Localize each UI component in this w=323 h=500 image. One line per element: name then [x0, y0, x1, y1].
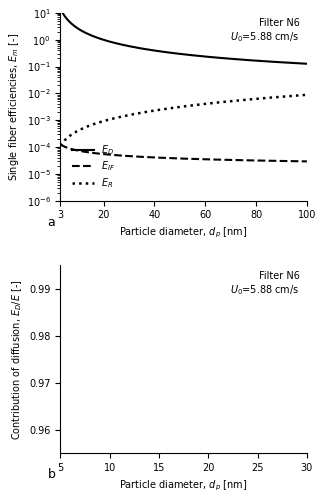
$E_R$: [58, 143, 62, 149]
$E_D$: [305, 60, 309, 66]
Text: b: b: [47, 468, 56, 481]
$E_{IF}$: [71, 146, 75, 152]
$E_D$: [298, 60, 302, 66]
Text: Filter N6
$U_0$=5.88 cm/s: Filter N6 $U_0$=5.88 cm/s: [230, 271, 299, 297]
$E_R$: [178, 104, 182, 110]
$E_{IF}$: [253, 158, 256, 164]
Line: $E_D$: $E_D$: [60, 8, 307, 64]
$E_{IF}$: [298, 158, 302, 164]
$E_R$: [298, 92, 302, 98]
$E_R$: [172, 104, 176, 110]
Legend: $E_D$, $E_{IF}$, $E_R$: $E_D$, $E_{IF}$, $E_R$: [70, 141, 117, 192]
X-axis label: Particle diameter, $d_p$ [nm]: Particle diameter, $d_p$ [nm]: [120, 478, 248, 493]
Text: a: a: [48, 216, 56, 229]
$E_{IF}$: [298, 158, 302, 164]
Y-axis label: Single fiber efficiencies, $E_m$ [-]: Single fiber efficiencies, $E_m$ [-]: [7, 32, 21, 181]
$E_{IF}$: [172, 156, 176, 162]
X-axis label: Particle diameter, $d_p$ [nm]: Particle diameter, $d_p$ [nm]: [120, 226, 248, 240]
$E_D$: [58, 6, 62, 12]
Line: $E_R$: $E_R$: [60, 95, 307, 146]
$E_D$: [172, 50, 176, 56]
Y-axis label: Contribution of diffusion, $E_D/E$ [-]: Contribution of diffusion, $E_D/E$ [-]: [10, 279, 24, 440]
$E_{IF}$: [58, 142, 62, 148]
$E_D$: [253, 58, 256, 64]
$E_{IF}$: [305, 158, 309, 164]
$E_R$: [253, 96, 256, 102]
Text: Filter N6
$U_0$=5.88 cm/s: Filter N6 $U_0$=5.88 cm/s: [230, 18, 299, 44]
$E_D$: [178, 51, 182, 57]
$E_D$: [71, 22, 75, 28]
$E_R$: [71, 130, 75, 136]
Line: $E_{IF}$: $E_{IF}$: [60, 144, 307, 162]
$E_R$: [305, 92, 309, 98]
$E_R$: [298, 92, 302, 98]
$E_{IF}$: [178, 156, 182, 162]
$E_D$: [298, 60, 302, 66]
